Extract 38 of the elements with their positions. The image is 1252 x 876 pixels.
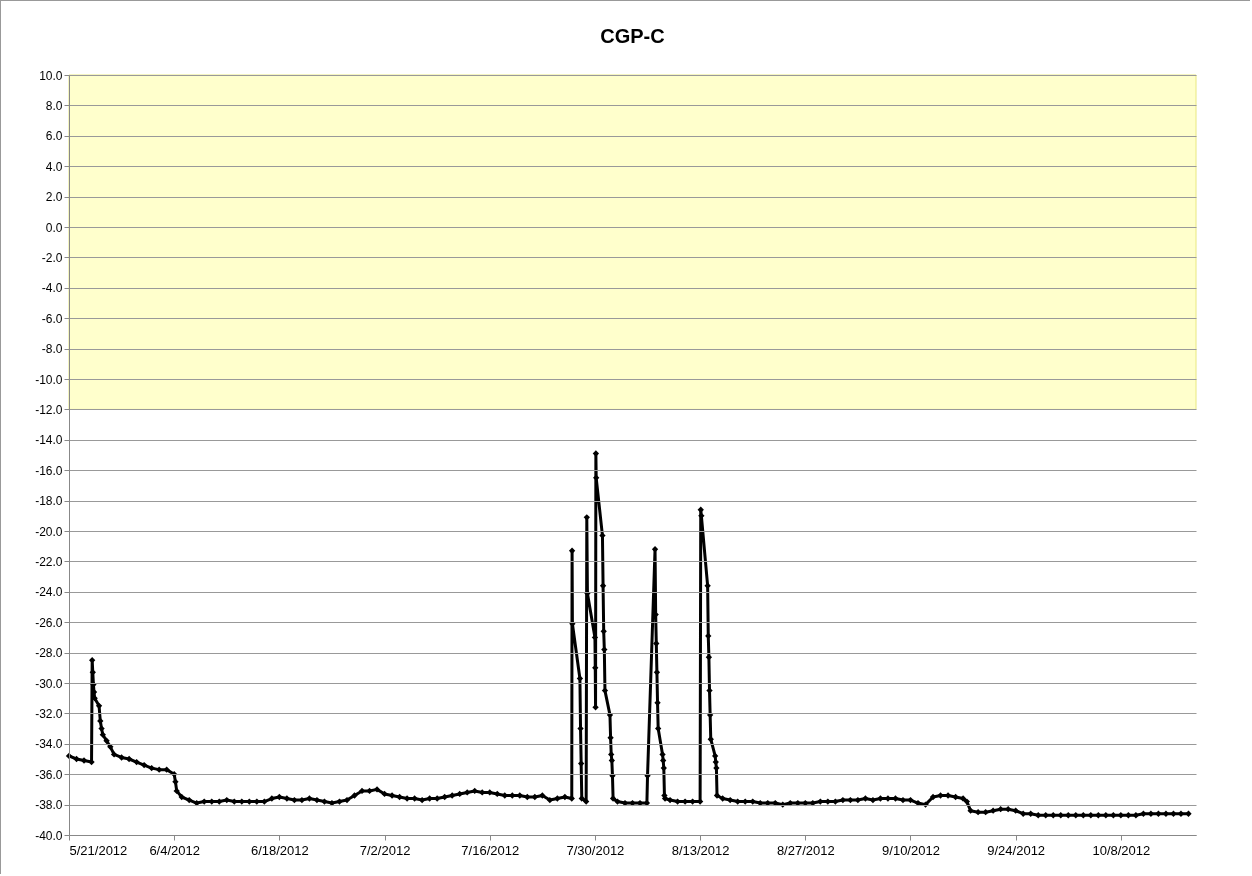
y-tick-label: -26.0 [35,615,63,630]
x-tick-label: 7/2/2012 [359,842,411,858]
y-tick-label: 6.0 [45,129,63,144]
y-tick-label: -18.0 [35,494,63,509]
x-tick-label: 8/13/2012 [671,842,730,858]
y-tick-label: -8.0 [41,342,63,357]
x-tick-label: 8/27/2012 [776,842,835,858]
y-tick-label: -40.0 [35,828,63,843]
y-tick-label: 8.0 [45,98,63,113]
x-tick-label: 9/10/2012 [882,842,940,858]
y-tick-label: -34.0 [35,737,63,752]
y-tick-label: -24.0 [35,585,63,600]
y-tick-label: 10.0 [39,68,63,83]
x-tick-label: 7/16/2012 [461,842,520,858]
y-tick-label: -16.0 [35,463,63,478]
y-tick-label: -36.0 [35,767,63,782]
y-tick-label: -10.0 [35,372,63,387]
x-tick-label: 6/4/2012 [149,842,200,858]
y-tick-label: -12.0 [35,402,63,417]
chart-title: CGP-C [600,25,665,47]
y-tick-label: -22.0 [35,554,63,569]
y-tick-label: -14.0 [35,433,63,448]
y-tick-label: 4.0 [45,159,63,174]
x-tick-label: 9/24/2012 [987,842,1046,858]
x-tick-label: 10/8/2012 [1092,842,1151,858]
y-tick-label: -20.0 [35,524,63,539]
y-tick-label: -30.0 [35,676,63,691]
y-tick-label: -2.0 [41,250,63,265]
y-tick-label: 0.0 [45,220,63,235]
y-tick-label: -38.0 [35,798,63,813]
x-tick-label: 5/21/2012 [69,842,128,858]
y-tick-label: -4.0 [41,281,63,296]
y-tick-label: 2.0 [45,190,63,205]
y-tick-label: -28.0 [35,646,63,661]
y-tick-label: -32.0 [35,706,63,721]
y-tick-label: -6.0 [41,311,63,326]
x-tick-label: 6/18/2012 [250,842,309,858]
x-tick-label: 7/30/2012 [566,842,625,858]
